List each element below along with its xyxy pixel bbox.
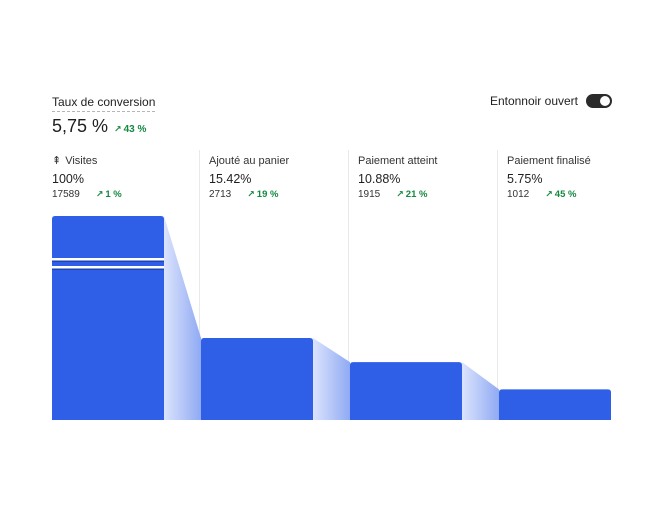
step-name: Paiement finalisé <box>507 155 591 167</box>
trend-up-icon: ↗ <box>396 189 404 199</box>
trend-up-icon: ↗ <box>95 189 104 199</box>
step-name: Visites <box>65 155 98 167</box>
step-percent: 5.75% <box>507 172 543 186</box>
step-count: 1915 <box>358 189 381 200</box>
step-percent: 15.42% <box>209 172 252 186</box>
axis-break-marker <box>52 258 164 270</box>
step-percent: 100% <box>52 172 84 186</box>
step-trend-badge: ↗ 21 % <box>396 189 427 200</box>
step-trend-badge: ↗ 19 % <box>247 189 278 200</box>
conversion-rate-label: Taux de conversion <box>52 95 156 112</box>
trend-up-icon: ↗ <box>114 124 122 134</box>
conversion-trend-value: 43 % <box>123 124 147 135</box>
step-trend-value: 45 % <box>554 189 577 200</box>
step-divider <box>348 150 349 420</box>
open-funnel-toggle-group[interactable]: Entonnoir ouvert <box>490 94 612 108</box>
funnel-connector <box>313 338 350 420</box>
funnel-step-checkout-reached: Paiement atteint 10.88% 1915 ↗ 21 % <box>358 155 438 200</box>
conversion-rate-value: 5,75 % <box>52 116 109 136</box>
step-percent: 10.88% <box>358 172 401 186</box>
open-funnel-toggle[interactable] <box>586 94 612 108</box>
funnel-connector <box>164 216 201 420</box>
funnel-connector <box>462 362 499 420</box>
funnel-bar[interactable] <box>499 389 611 420</box>
step-trend-value: 21 % <box>405 189 428 200</box>
step-name: Ajouté au panier <box>209 155 290 167</box>
step-count: 17589 <box>52 189 80 200</box>
funnel-bar[interactable] <box>201 338 313 420</box>
step-count: 1012 <box>507 189 530 200</box>
step-name: Paiement atteint <box>358 155 438 167</box>
funnel-bar[interactable] <box>52 216 164 420</box>
step-trend-value: 19 % <box>256 189 279 200</box>
trend-up-icon: ↗ <box>545 189 553 199</box>
funnel-bar[interactable] <box>350 362 462 420</box>
step-trend-badge: ↗ 1 % <box>96 189 122 200</box>
trend-up-icon: ↗ <box>247 189 255 199</box>
step-divider <box>199 150 200 420</box>
step-trend-badge: ↗ 45 % <box>545 189 576 200</box>
visits-icon: ⇞ <box>52 155 62 167</box>
funnel-step-visits: ⇞ Visites 100% 17589 ↗ 1 % <box>52 155 122 200</box>
funnel-step-added-to-cart: Ajouté au panier 15.42% 2713 ↗ 19 % <box>209 155 289 200</box>
step-divider <box>497 150 498 420</box>
funnel-step-checkout-completed: Paiement finalisé 5.75% 1012 ↗ 45 % <box>507 155 591 200</box>
toggle-knob <box>600 96 610 106</box>
step-count: 2713 <box>209 189 232 200</box>
conversion-trend-badge: ↗ 43 % <box>114 124 146 135</box>
open-funnel-label: Entonnoir ouvert <box>489 94 578 108</box>
step-trend-value: 1 % <box>105 189 122 200</box>
conversion-rate-row: 5,75 % ↗ 43 % <box>52 116 146 137</box>
